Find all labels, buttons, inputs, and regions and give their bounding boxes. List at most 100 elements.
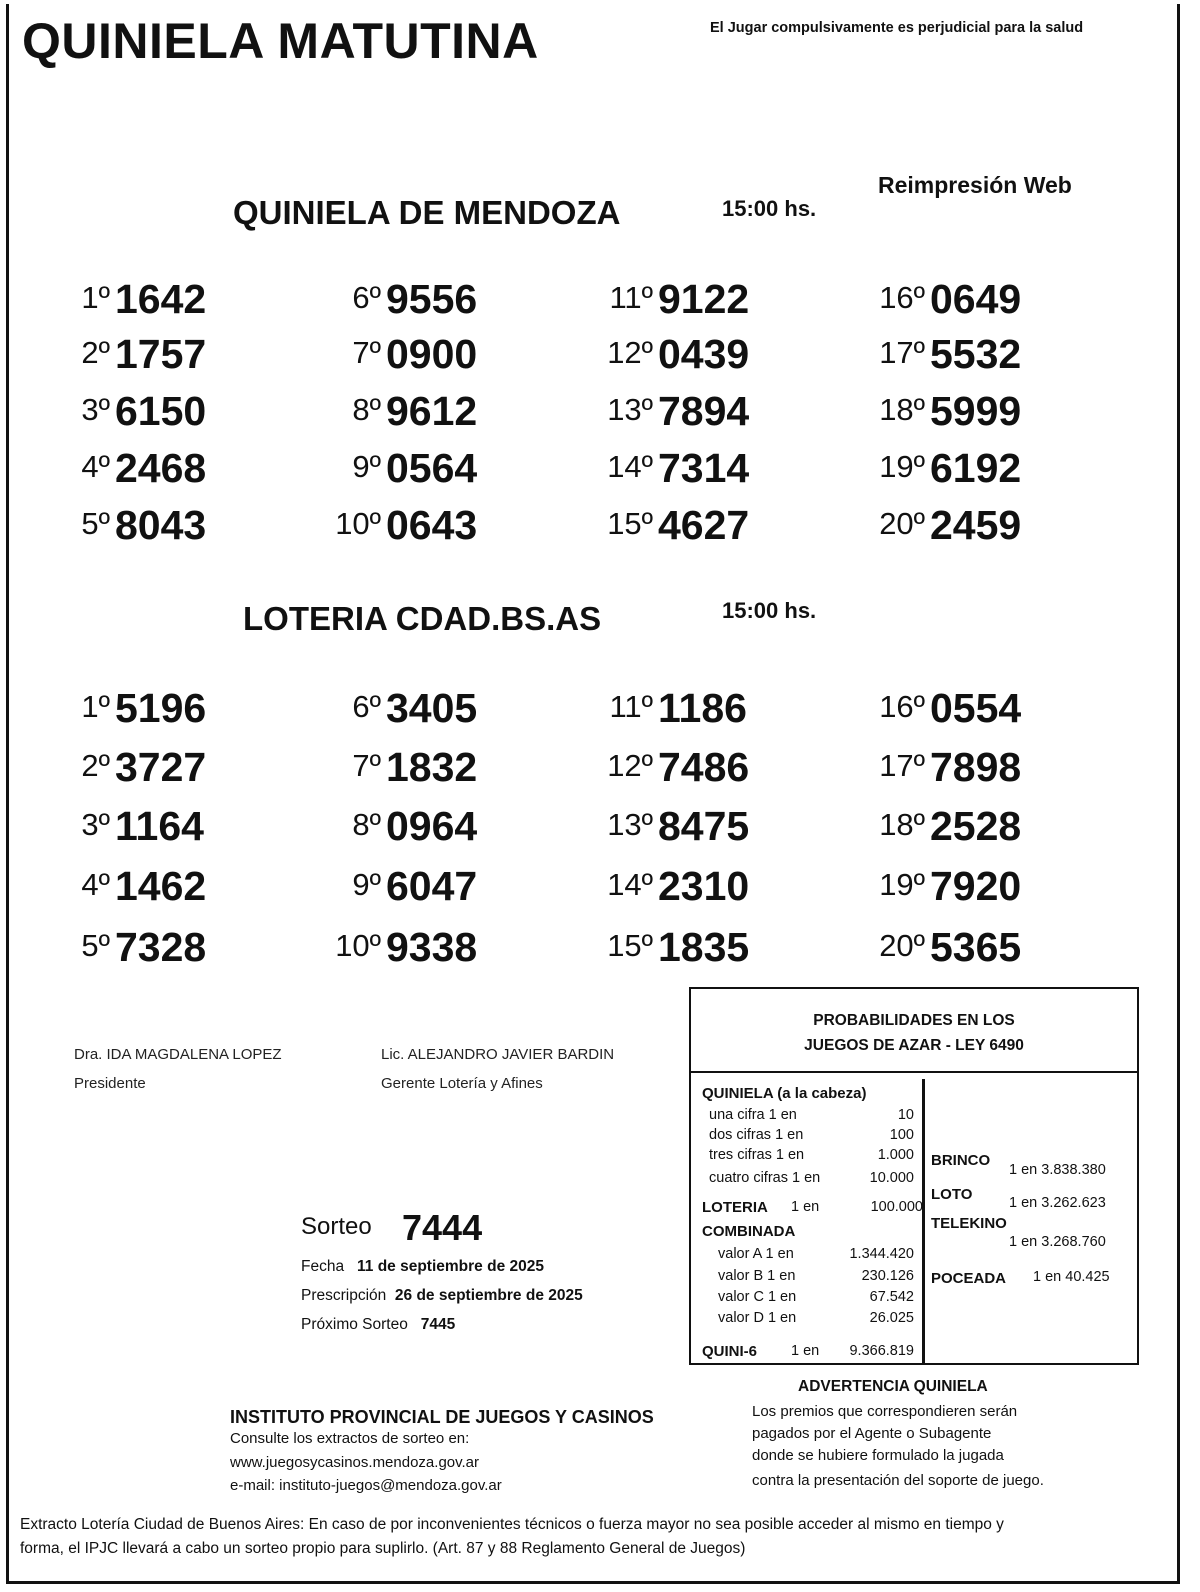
result-number: 7486 <box>658 744 750 790</box>
probabilities-box: PROBABILIDADES EN LOS JUEGOS DE AZAR - L… <box>689 987 1139 1365</box>
poceada-value: 1 en 40.425 <box>1033 1269 1110 1285</box>
result-number: 7898 <box>930 744 1022 790</box>
result-position: 19º <box>879 449 925 484</box>
advert-line: pagados por el Agente o Subagente <box>752 1425 992 1442</box>
result-position: 7º <box>352 748 381 783</box>
result-position: 14º <box>607 449 653 484</box>
result-number: 0964 <box>386 803 478 849</box>
quini6-label: QUINI-6 <box>702 1343 758 1360</box>
result-number: 1186 <box>658 685 747 731</box>
reprint-label: Reimpresión Web <box>878 172 1072 198</box>
result-number: 9122 <box>658 276 750 322</box>
result-number: 9556 <box>386 276 478 322</box>
result-position: 15º <box>607 928 653 963</box>
prob-label: una cifra 1 en <box>709 1107 797 1123</box>
result-number: 0439 <box>658 331 750 377</box>
telekino-label: TELEKINO <box>931 1215 1007 1232</box>
prob-label: cuatro cifras 1 en <box>709 1170 821 1186</box>
next-draw-value: 7445 <box>420 1316 456 1333</box>
result-number: 8043 <box>115 502 207 548</box>
loto-value: 1 en 3.262.623 <box>1009 1195 1106 1211</box>
result-position: 12º <box>607 748 653 783</box>
result-number: 5532 <box>930 331 1022 377</box>
signature-name: Lic. ALEJANDRO JAVIER BARDIN <box>381 1046 615 1063</box>
institute-website[interactable]: www.juegosycasinos.mendoza.gov.ar <box>230 1454 480 1471</box>
result-number: 3727 <box>115 744 207 790</box>
result-number: 1462 <box>115 863 207 909</box>
loteria-title: LOTERIA CDAD.BS.AS <box>243 600 602 637</box>
probabilities-header: PROBABILIDADES EN LOS JUEGOS DE AZAR - L… <box>691 989 1137 1073</box>
result-position: 20º <box>879 928 925 963</box>
loteria-prob-en: 1 en <box>791 1199 820 1215</box>
result-number: 5196 <box>115 685 207 731</box>
result-number: 7920 <box>930 863 1022 909</box>
result-position: 1º <box>81 689 110 724</box>
quini6-en: 1 en <box>791 1343 820 1359</box>
telekino-value: 1 en 3.268.760 <box>1009 1234 1106 1250</box>
result-number: 1757 <box>115 331 207 377</box>
prescription-label: Prescripción <box>301 1287 387 1304</box>
result-position: 1º <box>81 280 110 315</box>
result-position: 9º <box>352 867 381 902</box>
prob-value: 230.126 <box>861 1268 914 1284</box>
result-position: 3º <box>81 392 110 427</box>
result-number: 6047 <box>386 863 478 909</box>
quiniela-prob-title: QUINIELA (a la cabeza) <box>702 1085 867 1102</box>
prescription-value: 26 de septiembre de 2025 <box>394 1287 583 1304</box>
result-position: 2º <box>81 748 110 783</box>
result-number: 5999 <box>930 388 1022 434</box>
poceada-label: POCEADA <box>931 1270 1007 1287</box>
result-position: 16º <box>879 280 925 315</box>
loto-label: LOTO <box>931 1186 973 1203</box>
result-number: 1642 <box>115 276 207 322</box>
result-number: 3405 <box>386 685 478 731</box>
institute-email[interactable]: e-mail: instituto-juegos@mendoza.gov.ar <box>230 1477 502 1494</box>
result-position: 6º <box>352 689 381 724</box>
result-position: 4º <box>81 449 110 484</box>
result-number: 1835 <box>658 924 750 970</box>
loteria-prob-value: 100.000 <box>870 1199 923 1215</box>
result-position: 11º <box>609 280 653 315</box>
result-number: 9338 <box>386 924 478 970</box>
mendoza-time: 15:00 hs. <box>722 196 817 221</box>
advert-line: Los premios que correspondieren serán <box>752 1403 1018 1420</box>
prob-value: 67.542 <box>869 1289 914 1305</box>
health-warning: El Jugar compulsivamente es perjudicial … <box>710 20 1084 36</box>
result-number: 0554 <box>930 685 1022 731</box>
signature-role: Gerente Lotería y Afines <box>381 1075 543 1092</box>
draw-label: Sorteo <box>301 1213 372 1240</box>
prob-label: tres cifras 1 en <box>709 1147 805 1163</box>
result-position: 12º <box>607 335 653 370</box>
combinada-title: COMBINADA <box>702 1223 796 1240</box>
footer-note: Extracto Lotería Ciudad de Buenos Aires:… <box>20 1516 1004 1533</box>
advert-line: contra la presentación del soporte de ju… <box>752 1472 1044 1489</box>
result-number: 0564 <box>386 445 478 491</box>
result-position: 5º <box>81 928 110 963</box>
result-position: 9º <box>352 449 381 484</box>
institute-consult: Consulte los extractos de sorteo en: <box>230 1430 470 1447</box>
result-position: 16º <box>879 689 925 724</box>
result-number: 1164 <box>115 803 204 849</box>
prob-label: valor D 1 en <box>718 1310 797 1326</box>
result-position: 20º <box>879 506 925 541</box>
result-position: 4º <box>81 867 110 902</box>
result-number: 2459 <box>930 502 1022 548</box>
result-number: 8475 <box>658 803 750 849</box>
prob-label: valor C 1 en <box>718 1289 797 1305</box>
result-position: 6º <box>352 280 381 315</box>
result-position: 13º <box>607 807 653 842</box>
result-position: 14º <box>607 867 653 902</box>
result-number: 5365 <box>930 924 1022 970</box>
probabilities-title-line: PROBABILIDADES EN LOS <box>813 1012 1015 1029</box>
footer-note: forma, el IPJC llevará a cabo un sorteo … <box>20 1540 746 1557</box>
result-position: 15º <box>607 506 653 541</box>
result-number: 9612 <box>386 388 478 434</box>
result-position: 10º <box>335 506 381 541</box>
result-number: 2468 <box>115 445 207 491</box>
institute-name: INSTITUTO PROVINCIAL DE JUEGOS Y CASINOS <box>230 1407 654 1427</box>
mendoza-title: QUINIELA DE MENDOZA <box>233 194 621 231</box>
signature-role: Presidente <box>74 1075 146 1092</box>
advert-title: ADVERTENCIA QUINIELA <box>798 1378 988 1395</box>
draw-prescription: Prescripción 26 de septiembre de 2025 <box>301 1287 583 1305</box>
result-position: 10º <box>335 928 381 963</box>
